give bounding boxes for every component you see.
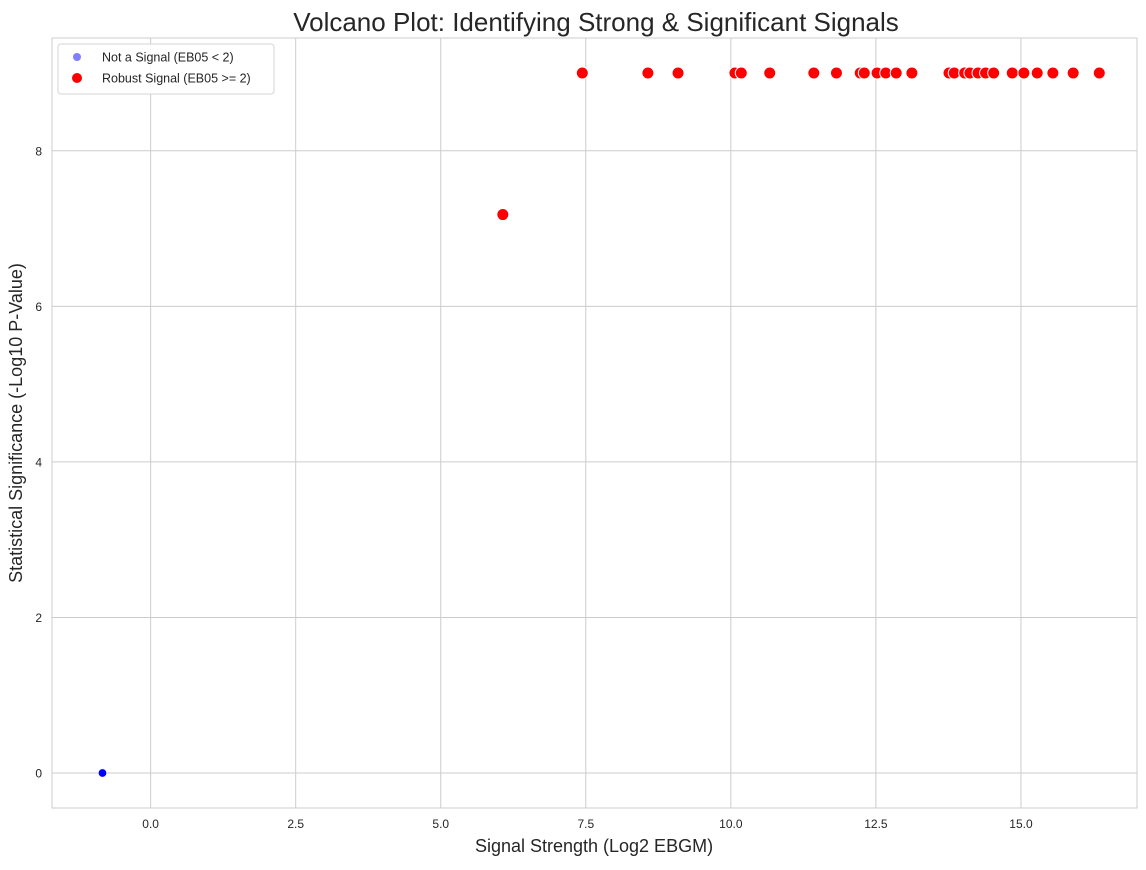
y-tick-label: 0 — [35, 767, 42, 781]
data-points — [97, 66, 1106, 778]
robust-signal-point — [1092, 66, 1106, 80]
robust-signal-point — [763, 66, 777, 80]
x-tick-labels: 0.0 2.5 5.0 7.5 10.0 12.5 15.0 — [142, 817, 1033, 831]
robust-signal-point — [641, 66, 655, 80]
legend-box — [57, 43, 275, 95]
robust-signal-point — [1030, 66, 1044, 80]
x-tick-label: 12.5 — [864, 817, 888, 831]
robust-signal-point — [1066, 66, 1080, 80]
x-tick-label: 5.0 — [432, 817, 449, 831]
legend-label-robust-signal: Robust Signal (EB05 >= 2) — [102, 72, 251, 86]
y-tick-label: 4 — [35, 455, 42, 469]
robust-signal-point — [671, 66, 685, 80]
y-tick-labels: 0 2 4 6 8 — [35, 144, 42, 780]
x-tick-label: 15.0 — [1009, 817, 1033, 831]
robust-signal-point — [734, 66, 748, 80]
robust-signal-point — [575, 66, 589, 80]
x-tick-label: 2.5 — [287, 817, 304, 831]
not-a-signal-point — [97, 768, 107, 778]
legend-label-not-a-signal: Not a Signal (EB05 < 2) — [102, 51, 234, 65]
robust-signal-point — [889, 66, 903, 80]
y-axis-label: Statistical Significance (-Log10 P-Value… — [6, 263, 26, 583]
legend-marker-robust-signal — [71, 72, 83, 84]
y-tick-label: 6 — [35, 300, 42, 314]
x-axis-label: Signal Strength (Log2 EBGM) — [475, 836, 713, 856]
y-tick-label: 8 — [35, 144, 42, 158]
robust-signal-point — [857, 66, 871, 80]
legend-marker-not-a-signal — [73, 53, 81, 61]
robust-signal-point — [807, 66, 821, 80]
robust-signal-point — [905, 66, 919, 80]
robust-signal-point — [496, 208, 510, 222]
robust-signal-point — [829, 66, 843, 80]
x-tick-label: 10.0 — [719, 817, 743, 831]
x-tick-label: 7.5 — [577, 817, 594, 831]
y-tick-label: 2 — [35, 611, 42, 625]
robust-signal-point — [1046, 66, 1060, 80]
grid-lines — [52, 38, 1137, 808]
x-tick-label: 0.0 — [142, 817, 159, 831]
robust-signal-point — [987, 66, 1001, 80]
legend: Not a Signal (EB05 < 2) Robust Signal (E… — [57, 43, 275, 95]
chart-title: Volcano Plot: Identifying Strong & Signi… — [293, 7, 899, 37]
robust-signal-point — [1017, 66, 1031, 80]
robust-signal-point — [1005, 66, 1019, 80]
plot-frame — [51, 37, 1138, 809]
